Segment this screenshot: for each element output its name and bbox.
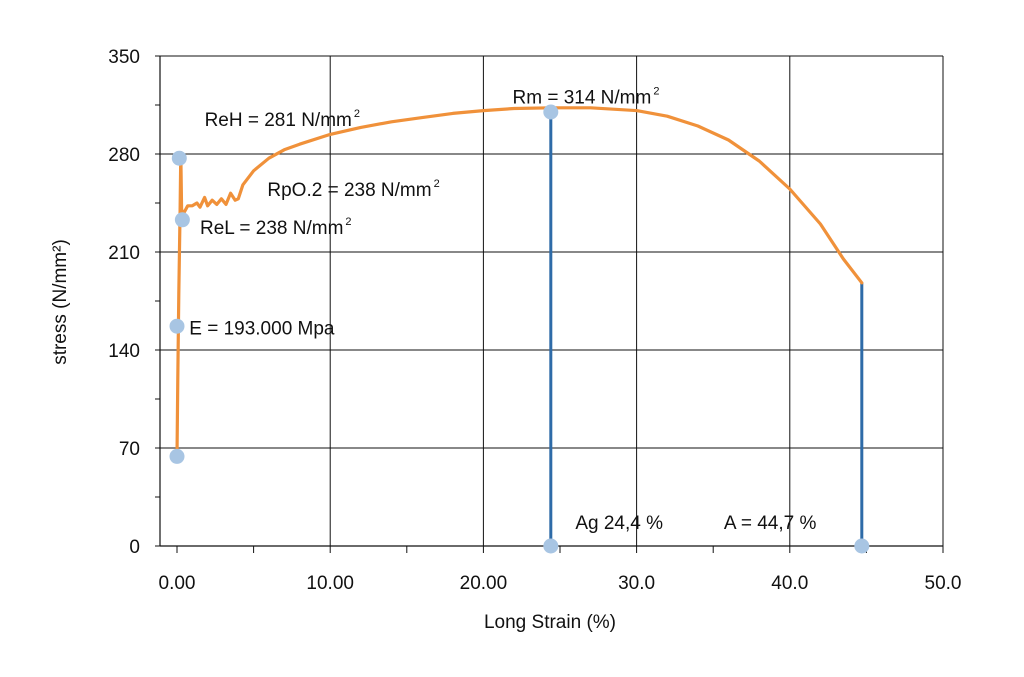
tick-labels: 0 70 140 210 280 350 0.00 10.00 20.00 30.0 40.0 50.… [108, 47, 961, 594]
x-tick-label: 20.00 [460, 573, 508, 594]
annotation-text: ReL = 238 N/mm [200, 218, 343, 239]
data-point-marker [854, 538, 870, 554]
annotation-text: ReH = 281 N/mm [205, 110, 352, 131]
marker-layer [169, 104, 870, 554]
y-tick-label: 70 [119, 439, 140, 460]
grid-layer [155, 55, 944, 553]
x-tick-label: 0.00 [159, 573, 196, 594]
data-point-marker [174, 212, 190, 228]
y-tick-label: 280 [108, 145, 140, 166]
annotation-superscript: 2 [434, 178, 440, 190]
annotation-superscript: 2 [653, 86, 659, 98]
annotation-text: Rm = 314 N/mm [513, 88, 652, 109]
x-tick-label: 40.0 [771, 573, 808, 594]
data-point-marker [543, 538, 559, 554]
y-tick-label: 0 [129, 537, 140, 558]
annotation-label: A = 44,7 % [724, 513, 817, 534]
annotation-superscript: 2 [354, 108, 360, 120]
x-tick-label: 30.0 [618, 573, 655, 594]
y-tick-label: 350 [108, 47, 140, 68]
data-point-marker [543, 104, 559, 120]
x-axis-label: Long Strain (%) [484, 612, 616, 633]
annotation-text: RpO.2 = 238 N/mm [267, 180, 431, 201]
annotation-text: E = 193.000 Mpa [189, 319, 335, 340]
annotation-text: Ag 24,4 % [575, 513, 663, 534]
data-point-marker [169, 448, 185, 464]
annotation-text: A = 44,7 % [724, 513, 817, 534]
curve-layer [175, 106, 864, 546]
annotation-superscript: 2 [345, 216, 351, 228]
data-point-marker [169, 318, 185, 334]
annotation-label: Ag 24,4 % [575, 513, 663, 534]
x-tick-label: 10.00 [306, 573, 354, 594]
stress-strain-curve [175, 106, 864, 458]
x-tick-label: 50.0 [925, 573, 962, 594]
annotation-label: ReH = 281 N/mm 2 [205, 108, 360, 131]
y-tick-label: 210 [108, 243, 140, 264]
annotation-label: E = 193.000 Mpa [189, 319, 335, 340]
data-point-marker [171, 150, 187, 166]
y-axis-label: stress (N/mm²) [50, 239, 71, 365]
annotation-label: ReL = 238 N/mm 2 [200, 216, 352, 239]
annotation-label: Rm = 314 N/mm 2 [513, 86, 660, 109]
annotation-label: RpO.2 = 238 N/mm 2 [267, 178, 439, 201]
y-tick-label: 140 [108, 341, 140, 362]
